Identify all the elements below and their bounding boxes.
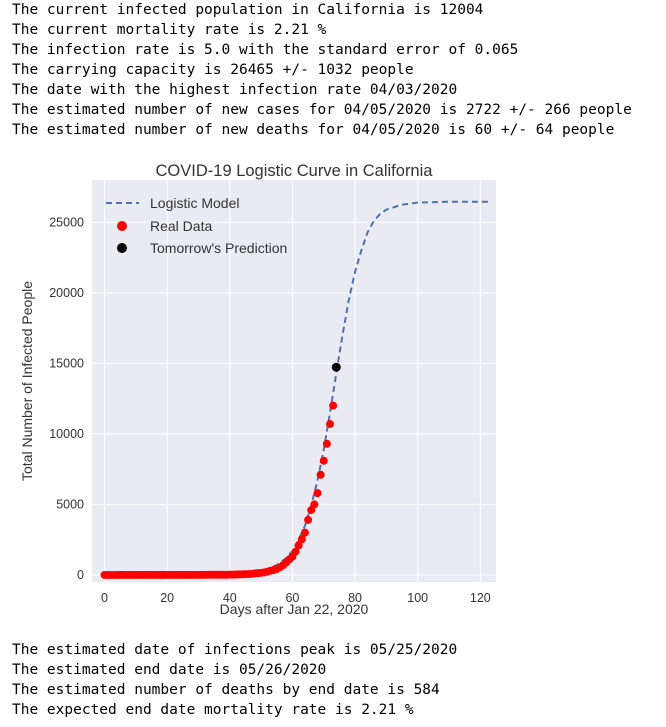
y-tick-label: 5000 xyxy=(56,497,84,511)
y-tick-label: 10000 xyxy=(49,427,84,441)
output-line: The estimated end date is 05/26/2020 xyxy=(12,662,327,678)
real-data-point xyxy=(304,515,313,524)
x-tick-label: 0 xyxy=(101,591,108,605)
real-data-point xyxy=(326,420,335,429)
legend-real-label: Real Data xyxy=(150,218,212,234)
x-tick-label: 120 xyxy=(470,591,491,605)
prediction-points xyxy=(331,362,341,372)
y-tick-label: 0 xyxy=(77,568,84,582)
legend-prediction-swatch xyxy=(117,243,127,253)
x-tick-label: 40 xyxy=(223,591,237,605)
x-tick-label: 60 xyxy=(285,591,299,605)
legend: Logistic Model Real Data Tomorrow's Pred… xyxy=(106,195,287,256)
y-tick-label: 20000 xyxy=(49,286,84,300)
real-data-point xyxy=(322,439,331,448)
real-data-point xyxy=(297,535,306,544)
real-data-points xyxy=(100,401,338,579)
real-data-point xyxy=(313,489,322,498)
chart-title: COVID-19 Logistic Curve in California xyxy=(156,162,434,180)
x-tick-label: 80 xyxy=(348,591,362,605)
y-tick-label: 15000 xyxy=(49,356,84,370)
real-data-point xyxy=(316,470,325,479)
output-line: The current mortality rate is 2.21 % xyxy=(12,22,327,38)
x-axis-label: Days after Jan 22, 2020 xyxy=(220,601,369,617)
tick-labels: 0 20 40 60 80 100 120 0 5000 10000 15000 20000 25000 xyxy=(49,215,491,605)
real-data-point xyxy=(300,528,309,537)
output-line: The infection rate is 5.0 with the stand… xyxy=(12,42,519,58)
output-line: The carrying capacity is 26465 +/- 1032 … xyxy=(12,62,414,78)
output-line: The estimated date of infections peak is… xyxy=(12,642,458,658)
real-data-point xyxy=(294,541,303,550)
x-tick-label: 20 xyxy=(160,591,174,605)
output-line: The date with the highest infection rate… xyxy=(12,82,458,98)
prediction-point xyxy=(331,362,341,372)
real-data-point xyxy=(319,456,328,465)
y-axis-label: Total Number of Infected People xyxy=(19,281,35,481)
logistic-chart: COVID-19 Logistic Curve in California Da… xyxy=(19,162,496,617)
legend-prediction-label: Tomorrow's Prediction xyxy=(150,240,287,256)
output-line: The estimated number of new cases for 04… xyxy=(12,102,632,118)
output-line: The estimated number of deaths by end da… xyxy=(12,682,440,698)
grid xyxy=(92,180,496,582)
y-tick-label: 25000 xyxy=(49,215,84,229)
real-data-point xyxy=(291,547,300,556)
output-line: The estimated number of new deaths for 0… xyxy=(12,122,615,138)
legend-real-swatch xyxy=(117,221,127,231)
plot-area xyxy=(92,180,496,582)
x-tick-label: 100 xyxy=(407,591,428,605)
output-line: The current infected population in Calif… xyxy=(12,2,484,18)
legend-model-label: Logistic Model xyxy=(150,195,240,211)
output-line: The expected end date mortality rate is … xyxy=(12,702,414,718)
real-data-point xyxy=(329,401,338,410)
real-data-point xyxy=(310,500,319,509)
